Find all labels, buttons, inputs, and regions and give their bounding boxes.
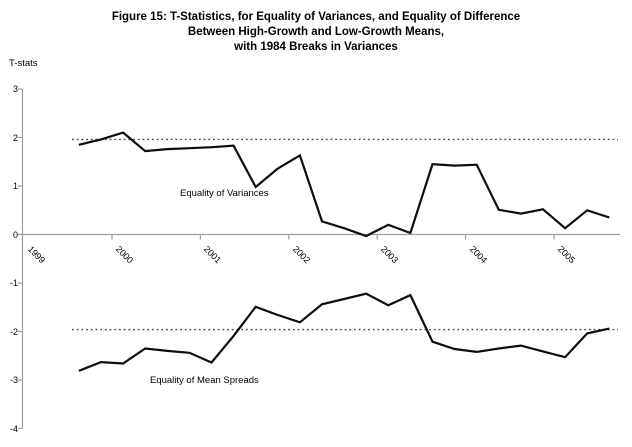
y-tick-label: 2 — [12, 132, 18, 143]
y-tick-label: -4 — [9, 423, 18, 434]
series-label-equality-of-mean-spreads: Equality of Mean Spreads — [150, 375, 259, 386]
series-line-equality-of-variances — [78, 131, 610, 238]
y-tick-label: 3 — [12, 84, 18, 94]
y-tick-label: 0 — [12, 229, 18, 240]
y-tick-label: -3 — [9, 375, 18, 385]
y-axis-title: T-stats — [9, 58, 38, 69]
chart-title: Figure 15: T-Statistics, for Equality of… — [111, 11, 521, 53]
y-tick-label: -1 — [9, 278, 18, 288]
series-label-equality-of-variances: Equality of Variances — [180, 188, 269, 199]
series-line-equality-of-mean-spreads — [78, 292, 610, 372]
y-tick-label: -2 — [9, 326, 18, 337]
y-tick-label: 1 — [12, 181, 18, 191]
